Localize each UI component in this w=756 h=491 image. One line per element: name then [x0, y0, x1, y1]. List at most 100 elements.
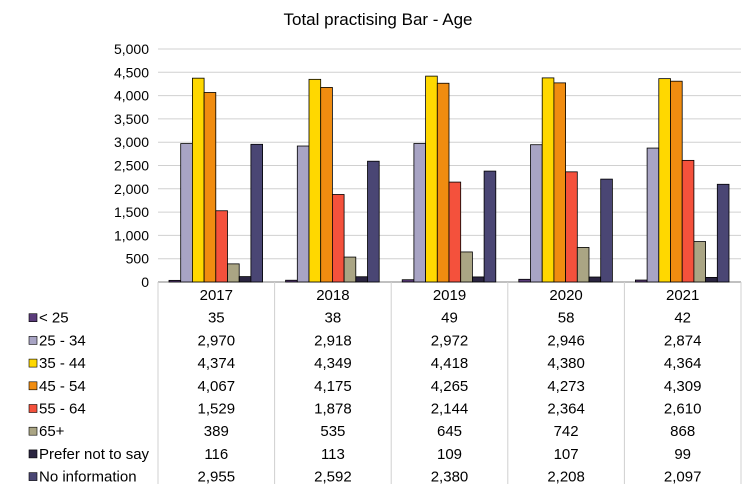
legend-label: < 25 — [39, 310, 69, 327]
bar-no-information-2017 — [250, 143, 263, 283]
data-table-cell: 2,592 — [314, 469, 352, 486]
data-table-cell: 742 — [554, 423, 579, 440]
chart-title: Total practising Bar - Age — [283, 10, 473, 29]
data-table-cell: 2,946 — [547, 332, 585, 349]
y-tick-label: 2,500 — [114, 158, 149, 174]
data-table-cell: 58 — [558, 310, 575, 327]
y-tick-label: 5,000 — [114, 41, 149, 57]
data-table-cell: 2,364 — [547, 401, 585, 418]
data-table-cell: 2,970 — [198, 332, 236, 349]
data-table-cell: 99 — [674, 446, 691, 463]
bar-25-34-2019 — [413, 143, 426, 283]
bar-prefer-not-to-say-2018 — [355, 276, 368, 283]
bar-65--2017 — [227, 263, 240, 283]
bar-prefer-not-to-say-2017 — [238, 276, 252, 283]
data-table-cell: 868 — [670, 423, 695, 440]
bar-45-54-2017 — [203, 92, 217, 283]
data-table-cell: 2,380 — [431, 469, 469, 486]
y-tick-label: 2,000 — [114, 181, 149, 197]
bar-45-54-2020 — [553, 82, 567, 283]
y-tick-label: 3,500 — [114, 111, 149, 127]
y-tick-label: 500 — [126, 251, 150, 267]
y-tick-label: 4,500 — [114, 64, 149, 80]
y-tick-label: 0 — [141, 274, 149, 290]
legend-swatch — [28, 404, 38, 413]
legend-swatch — [28, 336, 38, 345]
data-table-cell: 389 — [204, 423, 229, 440]
legend-label: Prefer not to say — [39, 446, 150, 463]
data-table-cell: 4,374 — [198, 355, 236, 372]
bar-35-44-2021 — [658, 78, 671, 283]
data-table-cell: 107 — [554, 446, 579, 463]
data-table-cell: 49 — [441, 310, 458, 327]
data-table-cell: 42 — [674, 310, 691, 327]
bar-no-information-2019 — [483, 170, 497, 283]
bar--25-2017 — [168, 279, 182, 283]
data-table-cell: 2,610 — [664, 401, 702, 418]
data-table-cell: 1,529 — [198, 401, 236, 418]
x-tick-label: 2019 — [433, 287, 466, 304]
data-table-cell: 116 — [204, 446, 228, 463]
legend-label: 65+ — [39, 423, 65, 440]
bar--25-2018 — [285, 279, 298, 283]
data-table-cell: 2,144 — [431, 401, 469, 418]
bar-35-44-2018 — [308, 78, 322, 283]
data-table-cell: 4,067 — [198, 378, 236, 395]
data-table-cell: 2,955 — [198, 469, 236, 486]
data-table-cell: 4,349 — [314, 355, 352, 372]
legend-swatch — [28, 449, 38, 459]
data-table-cell: 645 — [437, 423, 462, 440]
bar-25-34-2021 — [646, 147, 660, 283]
bar-prefer-not-to-say-2019 — [471, 276, 485, 283]
data-table-cell: 4,309 — [664, 378, 702, 395]
data-table-cell: 2,208 — [547, 469, 585, 486]
bar-25-34-2020 — [530, 144, 543, 283]
y-tick-label: 3,000 — [114, 134, 149, 150]
legend-label: 25 - 34 — [39, 332, 86, 349]
bar-65--2019 — [460, 251, 473, 283]
legend-label: No information — [39, 469, 137, 486]
x-tick-label: 2020 — [549, 287, 582, 304]
y-tick-label: 1,000 — [114, 227, 149, 243]
bar-65--2020 — [576, 247, 590, 283]
legend-swatch — [28, 313, 38, 323]
legend-label: 35 - 44 — [39, 355, 86, 372]
bar-55-64-2020 — [565, 171, 578, 283]
bar-55-64-2017 — [215, 210, 228, 283]
bar--25-2021 — [635, 279, 648, 283]
bar-prefer-not-to-say-2020 — [588, 276, 602, 283]
x-tick-label: 2017 — [200, 287, 233, 304]
bar-45-54-2021 — [670, 80, 683, 283]
legend-swatch — [28, 358, 38, 368]
bar-no-information-2018 — [367, 160, 380, 283]
bar-55-64-2019 — [448, 181, 462, 283]
data-table-cell: 2,097 — [664, 469, 702, 486]
legend-label: 55 - 64 — [39, 401, 86, 418]
bar-65--2018 — [343, 256, 357, 283]
y-tick-label: 4,000 — [114, 88, 149, 104]
data-table-cell: 4,265 — [431, 378, 469, 395]
bar-65--2021 — [693, 241, 707, 283]
legend-swatch — [28, 472, 38, 481]
legend-label: 45 - 54 — [39, 378, 86, 395]
data-table-cell: 4,380 — [547, 355, 585, 372]
legend-swatch — [28, 426, 38, 436]
bar-25-34-2018 — [296, 145, 310, 283]
data-table-cell: 35 — [208, 310, 225, 327]
bar-prefer-not-to-say-2021 — [705, 276, 718, 283]
bar--25-2020 — [518, 278, 531, 283]
data-table-cell: 4,364 — [664, 355, 702, 372]
bar-45-54-2018 — [320, 87, 333, 283]
data-table-cell: 109 — [437, 446, 462, 463]
legend-swatch — [28, 381, 38, 391]
data-table-cell: 2,874 — [664, 332, 702, 349]
bar-35-44-2017 — [191, 77, 205, 283]
data-table-cell: 535 — [320, 423, 345, 440]
bar-35-44-2020 — [541, 77, 555, 283]
x-tick-label: 2021 — [666, 287, 699, 304]
y-tick-label: 1,500 — [114, 204, 149, 220]
x-tick-label: 2018 — [316, 287, 349, 304]
bar-no-information-2020 — [600, 178, 613, 283]
